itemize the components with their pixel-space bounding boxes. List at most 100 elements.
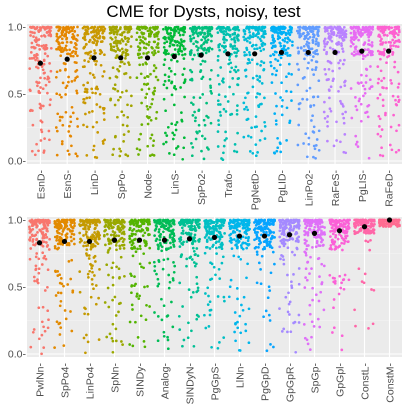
data-point [147, 233, 150, 236]
data-point [150, 30, 154, 34]
data-point [241, 308, 245, 312]
data-point [169, 246, 173, 249]
data-point [157, 37, 160, 41]
data-point [70, 80, 74, 83]
data-point [248, 61, 252, 64]
data-point [153, 264, 157, 268]
data-point [285, 226, 288, 230]
data-point [171, 228, 175, 232]
data-point [73, 224, 76, 228]
data-point [88, 71, 92, 75]
data-point [115, 32, 119, 36]
data-point [45, 31, 49, 34]
data-point [48, 26, 51, 30]
data-point [85, 31, 89, 34]
data-point [87, 257, 91, 260]
data-point [279, 150, 283, 154]
data-point [136, 247, 139, 251]
data-point [124, 37, 127, 40]
data-point [327, 35, 331, 38]
data-point [246, 239, 250, 243]
data-point [28, 227, 32, 231]
data-point [28, 219, 32, 223]
data-point [296, 46, 300, 50]
data-point [255, 74, 259, 78]
data-point [368, 87, 372, 90]
mean-marker [311, 230, 318, 236]
data-point [176, 44, 179, 47]
data-point [303, 238, 307, 242]
data-point [220, 261, 224, 265]
data-point [97, 219, 101, 222]
data-point [74, 37, 78, 41]
data-point [296, 143, 300, 147]
data-point [103, 27, 107, 31]
data-point [329, 109, 333, 113]
data-point [39, 107, 43, 110]
data-point [286, 330, 289, 334]
data-point [322, 48, 326, 52]
data-point [264, 32, 267, 36]
data-point [117, 310, 120, 314]
data-point [166, 314, 170, 317]
data-point [189, 255, 193, 259]
data-point [208, 77, 212, 81]
data-point [204, 51, 208, 55]
data-point [91, 41, 95, 44]
data-point [60, 95, 63, 99]
data-point [339, 85, 343, 89]
data-point [204, 326, 208, 330]
data-point [336, 31, 340, 35]
data-point [104, 220, 108, 224]
data-point [114, 50, 118, 53]
data-point [127, 61, 130, 64]
data-point [128, 237, 132, 240]
data-point [82, 25, 86, 29]
data-point [338, 59, 342, 62]
data-point [139, 224, 143, 228]
y-tick-label: 1.0- [8, 22, 27, 34]
data-point [253, 231, 257, 234]
data-point [65, 84, 69, 88]
data-point [175, 121, 179, 124]
data-point [58, 45, 62, 49]
data-point [340, 37, 344, 40]
data-point [279, 25, 282, 29]
data-point [357, 52, 361, 55]
data-point [63, 309, 67, 312]
data-point [65, 40, 69, 44]
data-point [311, 41, 315, 44]
data-point [29, 89, 32, 93]
data-point [103, 53, 106, 57]
data-point [291, 229, 295, 232]
data-point [145, 303, 148, 307]
data-point [354, 47, 357, 51]
data-point [64, 234, 68, 238]
data-point [179, 86, 182, 89]
data-point [306, 44, 310, 48]
data-point [334, 235, 337, 239]
data-point [315, 235, 319, 239]
data-point [340, 334, 344, 338]
data-point [55, 25, 59, 29]
data-point [259, 29, 263, 32]
data-point [95, 156, 99, 159]
data-point [337, 50, 341, 54]
data-point [312, 144, 316, 148]
data-point [273, 112, 277, 115]
data-point [369, 226, 372, 229]
data-point [285, 89, 288, 93]
x-category-label: PwlNn- [35, 363, 47, 397]
data-point [192, 249, 196, 253]
data-point [34, 221, 38, 225]
data-point [215, 218, 219, 222]
data-point [379, 43, 382, 46]
data-point [230, 238, 234, 242]
data-point [372, 288, 376, 292]
data-point [255, 95, 258, 99]
data-point [60, 41, 64, 45]
data-point [37, 29, 41, 32]
data-point [254, 43, 258, 47]
data-point [238, 222, 242, 226]
data-point [129, 25, 132, 29]
